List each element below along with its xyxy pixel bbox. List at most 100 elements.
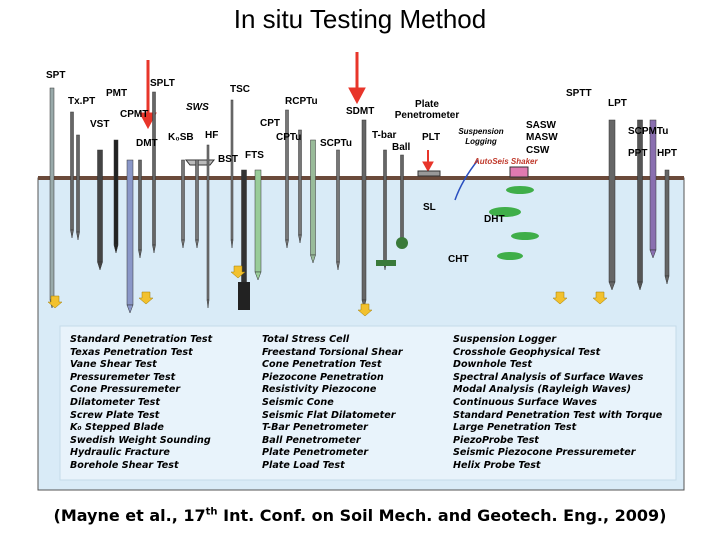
tool-shape: [230, 265, 246, 279]
red-arrows: [139, 52, 434, 173]
tool-shape: [152, 244, 156, 254]
tool-label: AutoSeis Shaker: [474, 157, 538, 166]
plate: [417, 170, 441, 177]
legend-item: Seismic Cone: [262, 397, 334, 408]
tool-shape: [206, 144, 210, 301]
tool-shape: [97, 261, 103, 271]
tool-shape: [357, 303, 373, 317]
legend-item: Spectral Analysis of Surface Waves: [453, 371, 644, 383]
tool-label: RCPTu: [285, 96, 318, 107]
tool-shape: [97, 149, 103, 263]
legend-item: Suspension Logger: [453, 334, 557, 345]
tool-label: HPT: [657, 148, 677, 159]
legend-box: [59, 325, 677, 481]
tool-shape: [241, 169, 247, 301]
title: In situ Testing Method: [233, 4, 487, 34]
tool-shape: [138, 291, 154, 305]
legend-item: Texas Penetration Test: [70, 346, 193, 358]
tool-label: CHT: [448, 254, 469, 265]
legend-item: Standard Penetration Test with Torque: [453, 409, 663, 421]
legend-item: Seismic Flat Dilatometer: [262, 409, 396, 421]
tool-shape: [336, 149, 340, 263]
tool-shape: [664, 169, 670, 277]
tool-shape: [336, 261, 340, 271]
legend-item: Plate Penetrometer: [262, 447, 369, 459]
ksb-head: [184, 159, 216, 166]
legend-item: Freestand Torsional Shear: [262, 346, 403, 358]
tool-shape: [206, 299, 210, 309]
tool-shape: [396, 237, 408, 249]
legend-item: Hydraulic Fracture: [70, 447, 170, 459]
tool-shape: [70, 111, 74, 231]
legend-item: Downhole Test: [453, 359, 532, 371]
legend-item: Standard Penetration Test: [70, 334, 213, 345]
tool-shape: [113, 244, 119, 254]
legend-item: Plate Load Test: [262, 460, 345, 471]
tool-shape: [70, 229, 74, 239]
tool-shape: [76, 231, 80, 241]
tool-label: SASW: [526, 120, 556, 131]
tool-shape: [592, 291, 608, 305]
tool-label: FTS: [245, 150, 264, 161]
citation: (Mayne et al., 17th Int. Conf. on Soil M…: [0, 506, 720, 525]
tool-shape: [310, 254, 316, 264]
tool-label: BST: [218, 154, 238, 165]
legend-item: Modal Analysis (Rayleigh Waves): [453, 384, 632, 396]
legend-item: T-Bar Penetrometer: [262, 422, 368, 434]
tool-label: SCPTu: [320, 138, 353, 149]
tool-label: SDMT: [346, 106, 375, 117]
logging-arrow: [454, 159, 479, 201]
tool-shape: [181, 159, 185, 241]
tool-label: LPT: [608, 98, 627, 109]
tool-label: DHT: [484, 214, 505, 225]
legend-item: Cone Pressuremeter: [70, 384, 181, 396]
tool-shape: [664, 275, 670, 285]
tool-shape: [608, 281, 616, 291]
tool-shape: [383, 149, 387, 263]
shaker: [509, 166, 529, 178]
legend-item: Crosshole Geophysical Test: [453, 346, 601, 358]
legend-item: Resistivity Piezocone: [262, 384, 377, 396]
legend-item: Cone Penetration Test: [262, 359, 382, 371]
tool-shape: [195, 159, 199, 241]
tool-label: SPLT: [150, 78, 175, 89]
tool-shape: [49, 87, 55, 301]
tool-shape: [649, 119, 657, 251]
legend-item: Piezocone Penetration: [262, 371, 384, 383]
tool-shape: [195, 239, 199, 249]
legend-item: PiezoProbe Test: [453, 434, 539, 446]
tool-shape: [126, 304, 134, 314]
tool-shape: [285, 239, 289, 249]
tool-shape: [552, 291, 568, 305]
legend-item: Helix Probe Test: [453, 460, 541, 471]
tool-shape: [608, 119, 616, 283]
tool-shape: [254, 271, 262, 281]
tool-label: Tx.PT: [68, 96, 96, 107]
tool-shape: [181, 239, 185, 249]
legend-item: Large Penetration Test: [453, 422, 577, 434]
tool-shape: [126, 159, 134, 306]
tool-label: PMT: [106, 88, 128, 99]
tool-label: SL: [423, 202, 436, 213]
tool-shape: [649, 249, 657, 259]
tool-shape: [238, 282, 250, 310]
tool-label: SWS: [186, 102, 209, 113]
legend-item: Continuous Surface Waves: [453, 397, 597, 408]
tool-shape: [637, 119, 643, 283]
tool-shape: [47, 295, 63, 309]
tool-shape: [152, 91, 156, 246]
legend-item: Vane Shear Test: [70, 359, 157, 371]
legend-item: Borehole Shear Test: [70, 460, 179, 471]
tool-label: CSW: [526, 145, 550, 156]
tool-shape: [361, 119, 367, 301]
tool-shape: [400, 154, 404, 241]
tool-label: MASW: [526, 132, 558, 143]
legend-item: Dilatometer Test: [70, 397, 160, 408]
legend-item: Seismic Piezocone Pressuremeter: [453, 447, 636, 459]
tool-shape: [230, 99, 234, 241]
tool-label: CPMT: [120, 109, 149, 120]
tool-shape: [637, 281, 643, 291]
tool-shape: [254, 169, 262, 273]
tool-shape: [376, 260, 396, 266]
